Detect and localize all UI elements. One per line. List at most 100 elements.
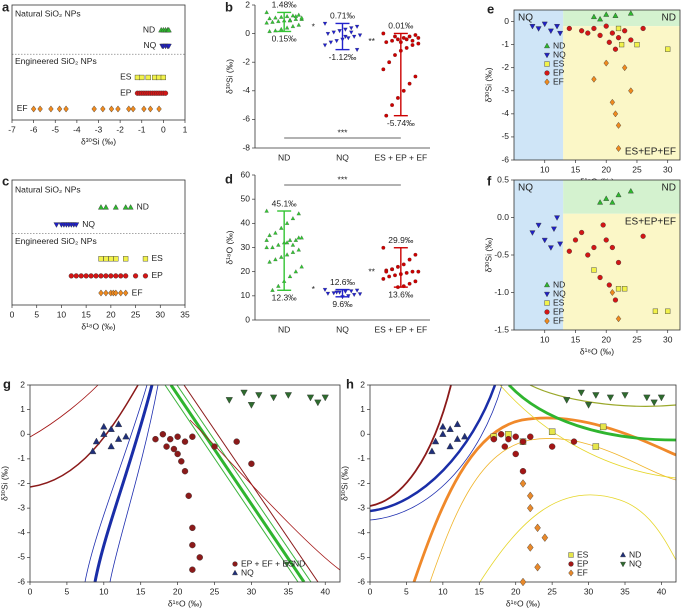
marker	[248, 460, 255, 467]
x-tick-label: 10	[540, 164, 550, 174]
marker	[627, 187, 634, 194]
marker	[189, 541, 196, 549]
y-tick-label: 60	[241, 169, 251, 179]
marker	[147, 105, 154, 113]
marker	[103, 256, 109, 262]
legend-label: ND	[293, 558, 305, 568]
marker	[314, 399, 322, 407]
legend-label: ND	[629, 549, 641, 559]
marker	[535, 222, 542, 229]
y-tick-label: -1	[501, 39, 509, 49]
x-tick-label: 30	[663, 334, 673, 344]
x-tick-label: 40	[321, 586, 331, 596]
marker	[337, 29, 342, 34]
marker	[615, 121, 622, 129]
marker	[100, 422, 108, 430]
marker	[142, 273, 149, 279]
marker	[89, 447, 97, 455]
x-axis-label: δ³⁰Si (‰)	[81, 136, 116, 146]
marker	[337, 290, 342, 295]
marker	[628, 87, 634, 95]
y-tick-label: -4	[17, 527, 25, 537]
marker	[519, 577, 527, 587]
marker	[490, 435, 498, 443]
legend-label: EP	[553, 67, 565, 77]
y-axis-label: δ³⁰Si (‰)	[0, 466, 9, 501]
marker	[279, 26, 284, 31]
marker	[354, 24, 360, 29]
legend-label: ES	[553, 58, 565, 68]
marker	[652, 308, 659, 314]
marker	[439, 422, 447, 430]
series-label: ES	[151, 253, 163, 263]
marker	[527, 543, 534, 552]
marker	[519, 479, 527, 488]
marker	[548, 443, 556, 450]
marker	[102, 204, 109, 210]
legend-marker	[232, 569, 238, 576]
marker	[107, 442, 115, 450]
range-label: 12.3‰	[272, 293, 298, 303]
x-tick-label: 5	[404, 586, 409, 596]
marker	[665, 46, 671, 52]
marker	[529, 230, 536, 236]
marker	[306, 394, 315, 402]
x-tick-label: 15	[475, 586, 485, 596]
range-label: 1.48‰	[272, 0, 298, 10]
marker	[349, 289, 354, 294]
marker	[299, 15, 304, 20]
decision-boundaries-h	[370, 385, 676, 582]
x-axis-label: δ¹⁸O (‰)	[506, 598, 540, 608]
marker	[428, 447, 436, 455]
marker	[290, 249, 296, 254]
marker	[123, 256, 129, 262]
marker	[446, 425, 454, 432]
marker	[189, 433, 196, 440]
marker	[401, 88, 406, 93]
marker	[413, 279, 418, 284]
marker	[579, 28, 585, 34]
marker	[98, 289, 104, 297]
marker	[284, 220, 290, 225]
panel-letter: b	[225, 0, 233, 14]
marker	[123, 289, 129, 297]
legend-marker	[544, 317, 550, 325]
y-axis-label: δ³⁰Si (‰)	[483, 67, 493, 102]
marker	[134, 74, 141, 81]
marker	[185, 492, 192, 500]
marker	[276, 283, 281, 288]
marker	[290, 13, 296, 18]
marker	[139, 74, 145, 81]
y-tick-label: -3	[501, 85, 509, 95]
x-tick-label: 0	[368, 586, 373, 596]
legend-marker	[544, 42, 550, 49]
marker	[145, 74, 151, 81]
legend-label: EP + EF + ES	[241, 558, 294, 568]
marker	[416, 269, 421, 274]
marker	[413, 252, 418, 257]
marker	[606, 394, 615, 402]
legend-marker	[284, 561, 290, 568]
y-tick-label: 1	[360, 404, 365, 414]
y-tick-label: 0	[504, 16, 509, 26]
marker	[612, 297, 619, 303]
marker	[114, 435, 123, 442]
marker	[541, 21, 548, 28]
marker	[189, 524, 196, 532]
marker	[346, 36, 351, 41]
y-tick-label: -5	[17, 552, 25, 562]
marker	[270, 287, 275, 292]
y-tick-label: -3	[17, 502, 25, 512]
marker	[122, 204, 129, 210]
legend-label: EF	[577, 567, 588, 577]
x-tick-label: 20	[511, 586, 521, 596]
legend-label: NQ	[553, 49, 566, 59]
marker	[269, 394, 278, 402]
marker	[91, 105, 97, 113]
y-tick-label: -1.5	[494, 324, 509, 334]
marker	[103, 289, 109, 297]
panel-letter: c	[2, 173, 9, 188]
legend-label: ES	[553, 297, 565, 307]
marker	[163, 443, 170, 450]
marker	[621, 392, 629, 399]
